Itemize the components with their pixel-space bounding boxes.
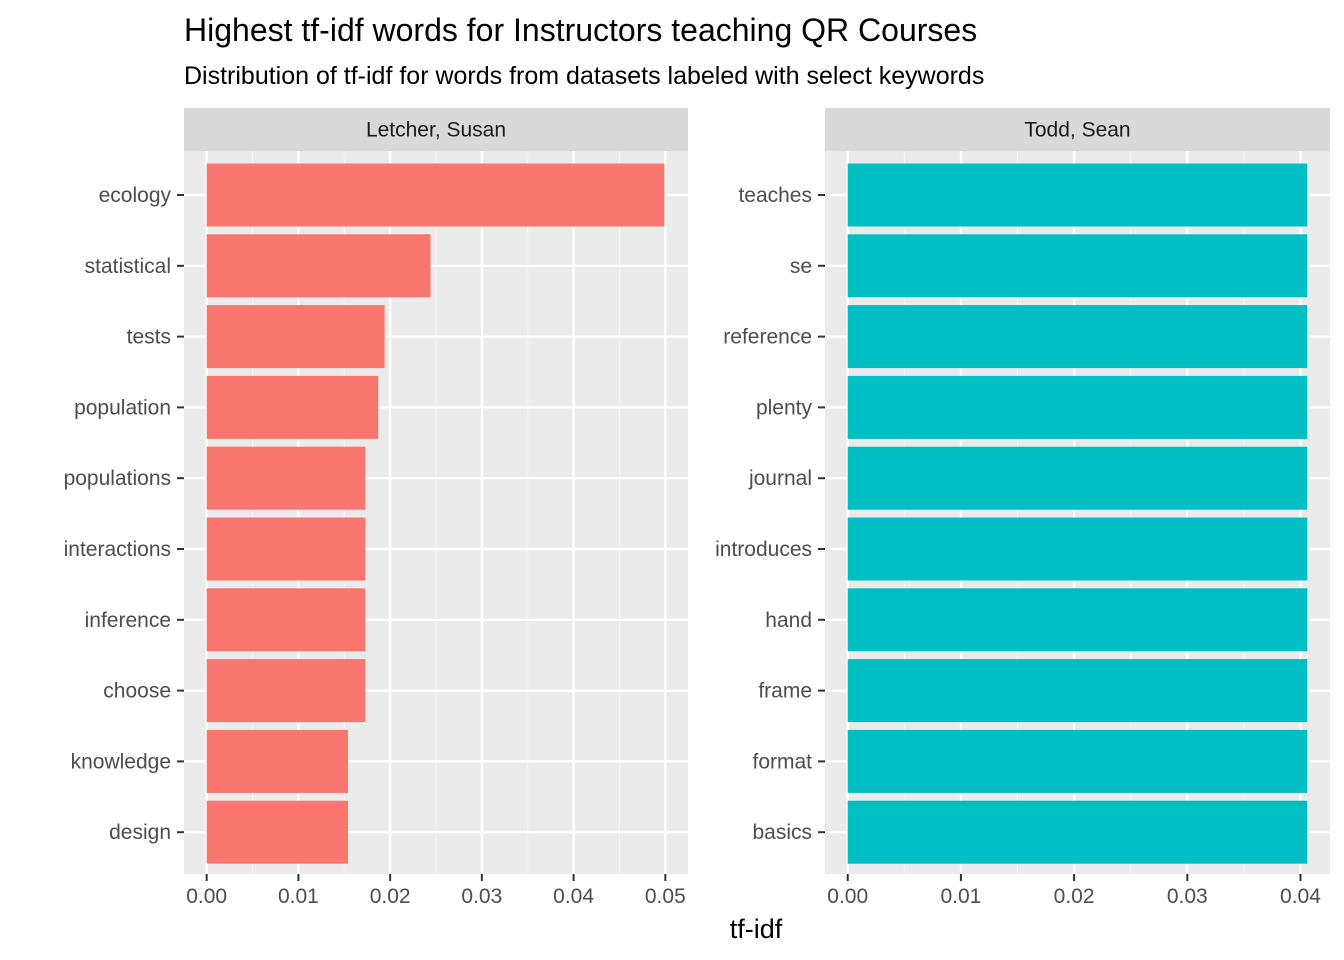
facet-panel: Todd, Sean teaches se reference plenty journa… — [715, 108, 1330, 908]
bar — [847, 588, 1308, 652]
bar — [847, 800, 1308, 864]
y-tick-label: knowledge — [71, 750, 171, 773]
x-tick-label: 0.00 — [186, 885, 227, 908]
bar — [847, 659, 1308, 723]
x-tick-label: 0.02 — [370, 885, 411, 908]
bar — [206, 305, 385, 369]
bar — [206, 234, 431, 298]
x-tick-label: 0.02 — [1054, 885, 1095, 908]
y-tick-label: statistical — [85, 255, 171, 278]
bar — [206, 800, 348, 864]
y-tick-label: hand — [765, 609, 812, 632]
facets: Letcher, Susan ecology statistical tests pop… — [64, 108, 1330, 908]
y-tick-label: teaches — [738, 184, 812, 207]
facet-strip-label: Todd, Sean — [1024, 119, 1130, 142]
y-tick-label: introduces — [715, 538, 812, 561]
y-tick-label: interactions — [64, 538, 171, 561]
chart-subtitle: Distribution of tf-idf for words from da… — [184, 62, 984, 90]
bar — [206, 375, 379, 439]
x-tick-label: 0.01 — [278, 885, 319, 908]
bar — [206, 517, 366, 581]
bar — [847, 375, 1308, 439]
x-axis-title: tf-idf — [730, 914, 783, 944]
x-tick-label: 0.04 — [553, 885, 594, 908]
x-tick-label: 0.03 — [1167, 885, 1208, 908]
y-tick-label: journal — [748, 467, 812, 490]
x-tick-label: 0.05 — [645, 885, 686, 908]
bar — [206, 729, 348, 793]
bar — [847, 305, 1308, 369]
y-tick-label: basics — [752, 821, 812, 844]
facet-strip — [184, 108, 688, 151]
x-tick-label: 0.04 — [1280, 885, 1321, 908]
bar — [206, 163, 665, 227]
y-tick-label: tests — [127, 326, 171, 349]
y-tick-label: plenty — [756, 396, 813, 419]
y-tick-label: se — [790, 255, 812, 278]
x-tick-label: 0.03 — [461, 885, 502, 908]
bar — [206, 446, 366, 510]
facet-strip-label: Letcher, Susan — [366, 119, 506, 142]
bar — [206, 659, 366, 723]
y-tick-label: frame — [758, 680, 812, 703]
bar — [847, 234, 1308, 298]
y-tick-label: reference — [723, 326, 812, 349]
y-tick-label: ecology — [99, 184, 172, 207]
y-tick-label: design — [109, 821, 171, 844]
y-tick-label: populations — [64, 467, 171, 490]
bar — [847, 163, 1308, 227]
facet-panel: Letcher, Susan ecology statistical tests pop… — [64, 108, 688, 908]
x-tick-label: 0.00 — [827, 885, 868, 908]
y-tick-label: inference — [85, 609, 171, 632]
y-tick-label: population — [74, 396, 171, 419]
bar — [847, 517, 1308, 581]
bar — [206, 588, 366, 652]
bar — [847, 729, 1308, 793]
chart-title: Highest tf-idf words for Instructors tea… — [184, 12, 977, 48]
bar — [847, 446, 1308, 510]
x-tick-label: 0.01 — [940, 885, 981, 908]
y-tick-label: format — [752, 750, 812, 773]
facet-strip — [825, 108, 1330, 151]
y-tick-label: choose — [103, 680, 171, 703]
